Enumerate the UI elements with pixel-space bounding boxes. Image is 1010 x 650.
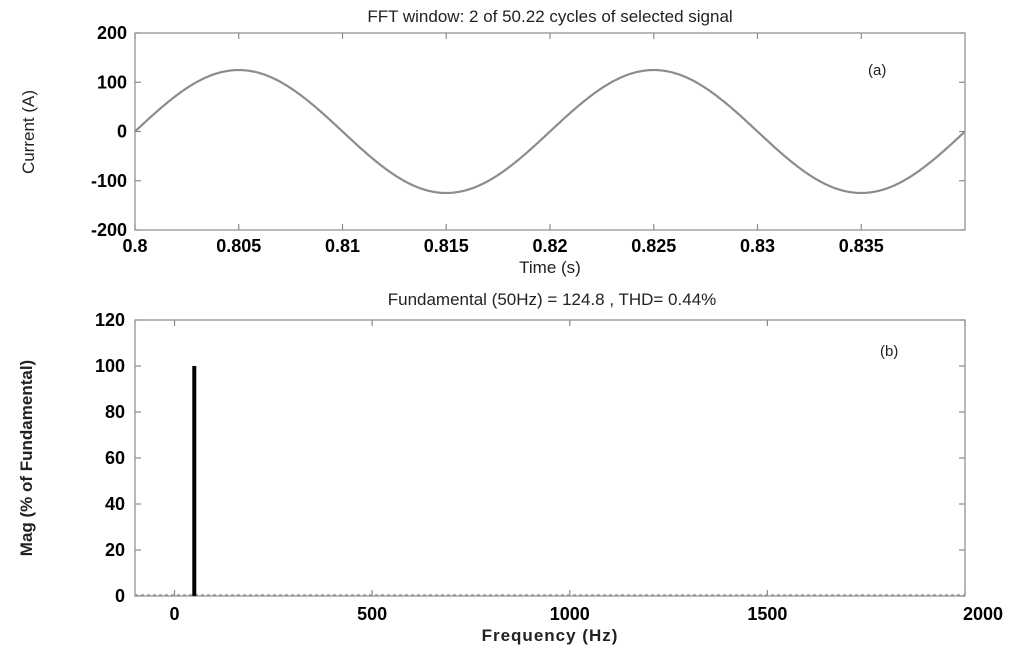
panel-a-y-tick-label: 100: [97, 72, 127, 92]
panel-b-y-tick-label: 80: [105, 402, 125, 422]
panel-a-x-axis-label: Time (s): [519, 258, 581, 277]
panel-b-title: Fundamental (50Hz) = 124.8 , THD= 0.44%: [388, 290, 717, 309]
panel-a-x-tick-label: 0.835: [839, 236, 884, 256]
panel-a-y-axis-label: Current (A): [19, 90, 38, 174]
panel-a-x-tick-label: 0.805: [216, 236, 261, 256]
panel-b-y-ticks: 0 20 40 60 80 100 120: [95, 310, 965, 606]
panel-b-x-tick-label: 500: [357, 604, 387, 624]
panel-a-y-tick-label: 200: [97, 23, 127, 43]
panel-b-x-tick-label: 1500: [747, 604, 787, 624]
panel-b-y-tick-label: 100: [95, 356, 125, 376]
panel-b-y-axis-label: Mag (% of Fundamental): [17, 360, 36, 556]
panel-a-y-ticks: -200 -100 0 100 200: [91, 23, 965, 240]
panel-b-x-tick-label: 1000: [550, 604, 590, 624]
fft-spectrum-panel: Fundamental (50Hz) = 124.8 , THD= 0.44% …: [17, 290, 1003, 645]
panel-b-x-tick-label: 2000: [963, 604, 1003, 624]
panel-a-x-tick-label: 0.815: [424, 236, 469, 256]
panel-a-y-tick-label: -100: [91, 171, 127, 191]
panel-a-x-tick-label: 0.82: [532, 236, 567, 256]
panel-b-axes-frame: [134, 319, 966, 597]
current-waveform-line: [134, 68, 966, 195]
panel-a-y-tick-label: -200: [91, 220, 127, 240]
panel-b-y-tick-label: 60: [105, 448, 125, 468]
panel-a-x-tick-label: 0.83: [740, 236, 775, 256]
panel-b-y-tick-label: 20: [105, 540, 125, 560]
panel-a-x-ticks: 0.8 0.805 0.81 0.815 0.82 0.825 0.83 0.835: [122, 33, 884, 256]
panel-a-title: FFT window: 2 of 50.22 cycles of selecte…: [367, 7, 732, 26]
panel-a-y-tick-label: 0: [117, 122, 127, 142]
panel-a-x-tick-label: 0.81: [325, 236, 360, 256]
panel-b-y-tick-label: 120: [95, 310, 125, 330]
panel-a-annotation: (a): [868, 62, 886, 79]
panel-a-x-tick-label: 0.825: [631, 236, 676, 256]
panel-b-y-tick-label: 40: [105, 494, 125, 514]
panel-a-x-tick-label: 0.8: [122, 236, 147, 256]
panel-b-annotation: (b): [880, 343, 898, 360]
panel-b-x-axis-label: Frequency (Hz): [482, 626, 619, 645]
panel-b-x-ticks: 0 500 1000 1500 2000: [170, 320, 1003, 624]
panel-b-x-tick-label: 0: [170, 604, 180, 624]
current-waveform-panel: FFT window: 2 of 50.22 cycles of selecte…: [19, 7, 966, 277]
panel-b-y-tick-label: 0: [115, 586, 125, 606]
